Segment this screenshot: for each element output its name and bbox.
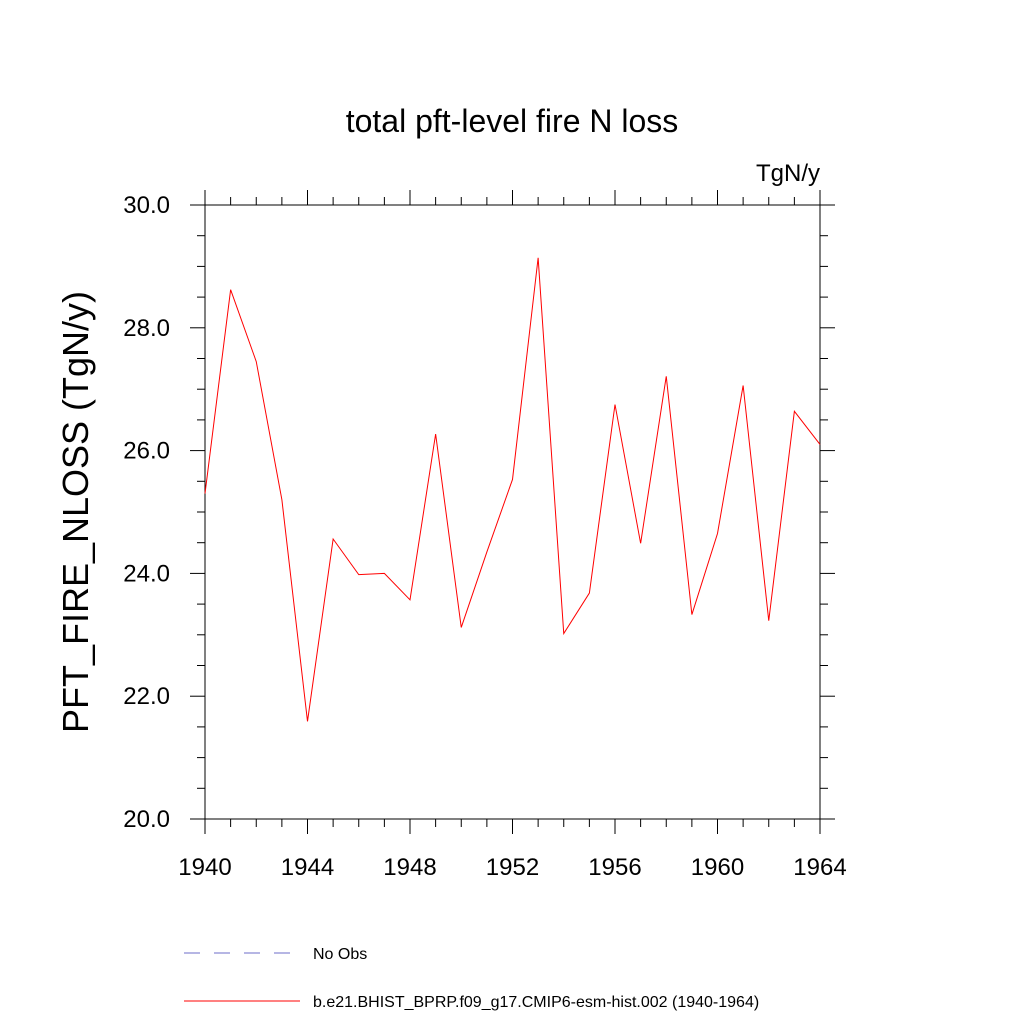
y-tick-label: 24.0 (123, 560, 170, 587)
x-tick-label: 1956 (588, 854, 641, 881)
x-tick-label: 1952 (486, 854, 539, 881)
x-tick-label: 1948 (383, 854, 436, 881)
plot-series (204, 257, 821, 722)
y-tick-label: 20.0 (123, 806, 170, 833)
x-tick-label: 1964 (793, 854, 846, 881)
x-tick-label: 1960 (691, 854, 744, 881)
y-axis-ticks: 20.0 22.0 24.0 26.0 28.0 30.0 (123, 192, 835, 833)
legend-label-no-obs: No Obs (313, 946, 367, 963)
plot-frame (204, 204, 821, 820)
x-axis-ticks: 1940 1944 1948 1952 1956 1960 1964 (178, 190, 847, 881)
x-tick-label: 1944 (281, 854, 334, 881)
y-tick-label: 28.0 (123, 315, 170, 342)
y-tick-label: 26.0 (123, 438, 170, 465)
y-tick-label: 22.0 (123, 683, 170, 710)
legend-label-model-run: b.e21.BHIST_BPRP.f09_g17.CMIP6-esm-hist.… (313, 994, 759, 1011)
y-tick-label: 30.0 (123, 192, 170, 219)
x-tick-label: 1940 (178, 854, 231, 881)
chart-title: total pft-level fire N loss (346, 103, 679, 139)
units-label: TgN/y (756, 160, 820, 187)
axes (204, 204, 821, 820)
y-axis-label: PFT_FIRE_NLOSS (TgN/y) (55, 291, 96, 733)
legend: No Obs b.e21.BHIST_BPRP.f09_g17.CMIP6-es… (184, 946, 759, 1011)
series-line-1 (204, 257, 821, 722)
